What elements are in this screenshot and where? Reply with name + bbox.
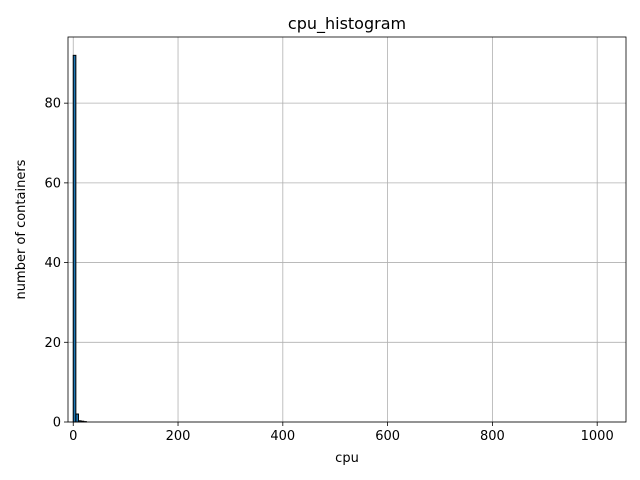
y-tick-label: 60 [44,176,61,191]
y-tick-label: 80 [44,97,61,112]
y-tick-label: 40 [44,256,61,271]
axes [67,36,627,423]
x-tick-label: 800 [480,429,505,444]
y-tick-label: 20 [44,336,61,351]
grid [68,37,626,423]
x-tick-label: 0 [69,429,77,444]
histogram-bar [72,54,77,423]
y-axis-label: number of containers [14,159,29,299]
x-tick-label: 1000 [581,429,614,444]
y-tick-label: 0 [53,416,61,431]
x-tick-label: 400 [270,429,295,444]
chart-title: cpu_histogram [288,14,406,34]
bars [72,54,87,423]
x-tick-label: 200 [166,429,191,444]
y-ticks: 0 20 40 60 80 [44,97,68,431]
x-tick-label: 600 [375,429,400,444]
x-ticks: 0 200 400 600 800 1000 [69,422,614,444]
x-axis-label: cpu [335,451,359,466]
plot-frame [67,36,627,423]
